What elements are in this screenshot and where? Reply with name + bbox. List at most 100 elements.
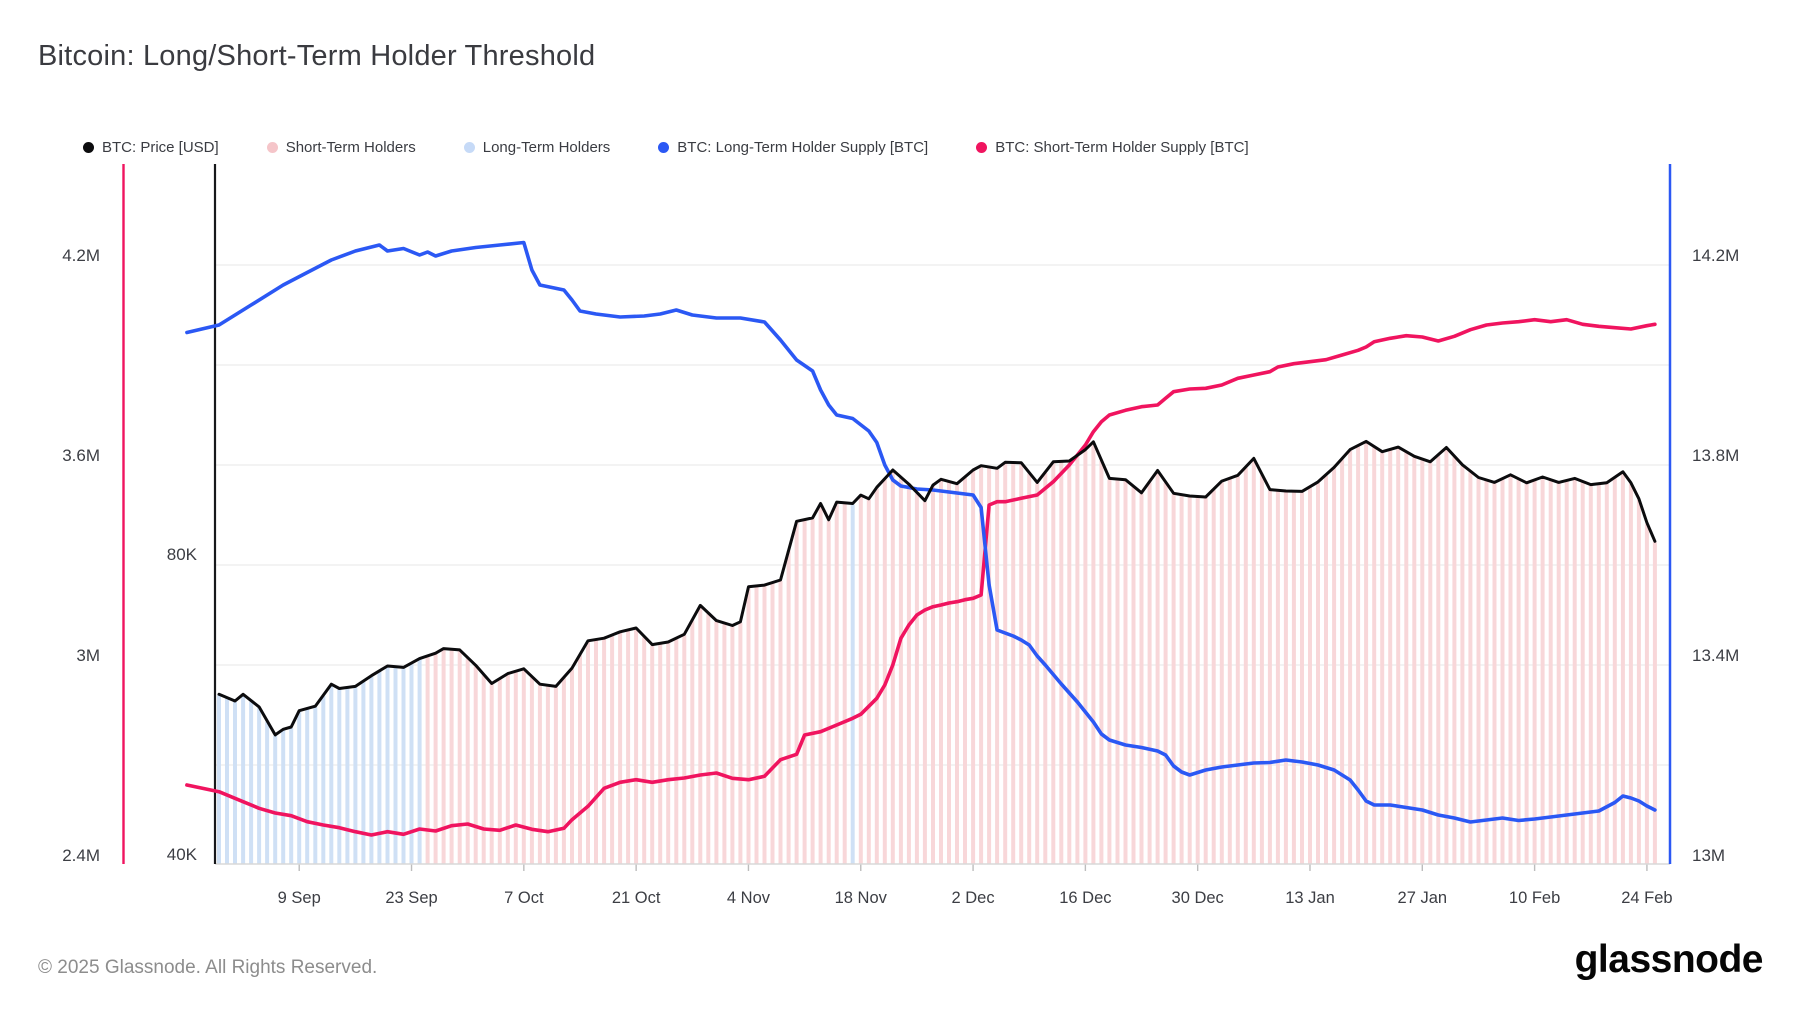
y-axis-label: 40K — [167, 845, 198, 864]
short-term-holder-bar — [1211, 489, 1216, 864]
short-term-holder-bar — [1508, 475, 1513, 864]
y-axis-label: 14.2M — [1692, 246, 1739, 265]
long-term-holder-bar — [850, 504, 855, 864]
short-term-holder-bar — [874, 488, 879, 864]
long-term-holder-bar — [409, 664, 414, 864]
long-term-holder-bar — [337, 689, 342, 864]
short-term-holder-bar — [505, 674, 510, 864]
short-term-holder-bar — [1195, 497, 1200, 864]
legend: BTC: Price [USD] Short-Term Holders Long-T… — [83, 139, 1249, 156]
short-term-holder-bar — [1155, 471, 1160, 864]
short-term-holder-bar — [553, 687, 558, 864]
short-term-holder-bar — [1532, 480, 1537, 864]
short-term-holder-bar — [1652, 542, 1657, 864]
short-term-holder-bar — [1588, 485, 1593, 864]
short-term-holder-bar — [1219, 482, 1224, 864]
short-term-holder-bar — [473, 666, 478, 864]
short-term-holder-bar — [842, 503, 847, 864]
long-term-holder-bar — [393, 667, 398, 864]
short-term-holder-bar — [1516, 479, 1521, 864]
short-term-holder-bar — [1107, 479, 1112, 864]
short-term-holder-bar — [1316, 482, 1320, 864]
page-title: Bitcoin: Long/Short-Term Holder Threshol… — [38, 40, 596, 72]
short-term-holder-bar — [1524, 483, 1529, 864]
short-term-holder-bar — [449, 650, 454, 864]
short-term-holder-bar — [1227, 479, 1232, 864]
short-term-holder-bar — [730, 626, 735, 864]
short-term-holder-bar — [947, 482, 951, 864]
short-term-holder-bar — [626, 630, 631, 864]
sth-supply-line — [185, 317, 1657, 837]
short-term-holder-bar — [1275, 491, 1280, 864]
long-term-holder-bar — [225, 698, 229, 864]
short-term-holder-bar — [1348, 450, 1353, 864]
y-axis-label: 3M — [76, 646, 100, 665]
y-axis-label: 13M — [1692, 846, 1725, 865]
x-tick-label: 21 Oct — [612, 889, 661, 907]
short-term-holder-bar — [1332, 468, 1337, 864]
short-term-holder-bar — [586, 641, 590, 864]
short-term-holder-bar — [1460, 465, 1465, 864]
short-term-holder-bar — [1267, 490, 1272, 864]
x-tick-label: 18 Nov — [835, 889, 888, 907]
short-term-holder-bar — [1059, 462, 1064, 864]
short-term-holder-bar — [1444, 448, 1449, 864]
short-term-holder-bar — [1147, 482, 1152, 864]
legend-item-lth-holders[interactable]: Long-Term Holders — [463, 139, 611, 156]
legend-dot-sth-holders — [266, 142, 278, 153]
short-term-holder-bar — [834, 503, 839, 864]
short-term-holder-bar — [914, 493, 919, 864]
short-term-holder-bar — [1291, 492, 1296, 864]
x-tick-label: 24 Feb — [1621, 889, 1672, 907]
short-term-holder-bar — [1604, 483, 1609, 864]
short-term-holder-bar — [770, 583, 775, 864]
long-term-holder-bar — [281, 730, 286, 864]
short-term-holder-bar — [1404, 452, 1409, 864]
legend-label: BTC: Price [USD] — [102, 139, 219, 156]
short-term-holder-bar — [1388, 450, 1393, 864]
short-term-holder-bar — [481, 675, 486, 864]
short-term-holder-bar — [1412, 457, 1417, 864]
short-term-holder-bar — [1572, 479, 1577, 864]
short-term-holder-bar — [722, 624, 727, 864]
long-term-holder-bar — [313, 707, 318, 864]
short-term-holder-bar — [433, 654, 438, 864]
y-axis-label: 80K — [167, 545, 198, 564]
short-term-holder-bar — [1308, 487, 1312, 864]
short-term-holder-bar — [1380, 452, 1385, 864]
x-tick-label: 27 Jan — [1398, 889, 1448, 907]
long-term-holder-bar — [321, 696, 326, 864]
short-term-holder-bar — [658, 644, 663, 864]
short-term-holder-bar — [1372, 447, 1377, 864]
short-term-holder-bar — [866, 499, 871, 864]
long-term-holder-bar — [241, 695, 246, 864]
short-term-holder-bar — [1171, 494, 1176, 864]
short-term-holder-bar — [762, 586, 767, 864]
x-tick-label: 7 Oct — [504, 889, 544, 907]
lth-supply-line — [185, 240, 1657, 824]
short-term-holder-bar — [1235, 476, 1240, 864]
short-term-holder-bar — [666, 643, 671, 864]
short-term-holder-bar — [1340, 459, 1345, 864]
legend-label: Long-Term Holders — [482, 139, 611, 156]
short-term-holder-bar — [882, 479, 887, 864]
legend-item-sth-supply[interactable]: BTC: Short-Term Holder Supply [BTC] — [976, 139, 1249, 156]
legend-dot-price — [83, 142, 94, 153]
short-term-holder-bar — [1027, 473, 1032, 864]
short-term-holder-bar — [1548, 480, 1553, 864]
short-term-holder-bar — [1484, 480, 1489, 864]
legend-item-lth-supply[interactable]: BTC: Long-Term Holder Supply [BTC] — [658, 139, 928, 156]
short-term-holder-bar — [1139, 493, 1144, 864]
legend-item-price[interactable]: BTC: Price [USD] — [83, 139, 219, 156]
short-term-holder-bar — [1003, 463, 1008, 864]
long-term-holder-bar — [361, 682, 366, 864]
short-term-holder-bar — [457, 650, 462, 864]
short-term-holder-bar — [698, 606, 703, 864]
short-term-holder-bar — [570, 669, 574, 864]
short-term-holder-bar — [826, 520, 831, 864]
legend-item-sth-holders[interactable]: Short-Term Holders — [266, 139, 416, 156]
legend-dot-sth-supply — [976, 142, 988, 153]
short-term-holder-bar — [754, 586, 759, 864]
short-term-holder-bar — [794, 522, 799, 864]
